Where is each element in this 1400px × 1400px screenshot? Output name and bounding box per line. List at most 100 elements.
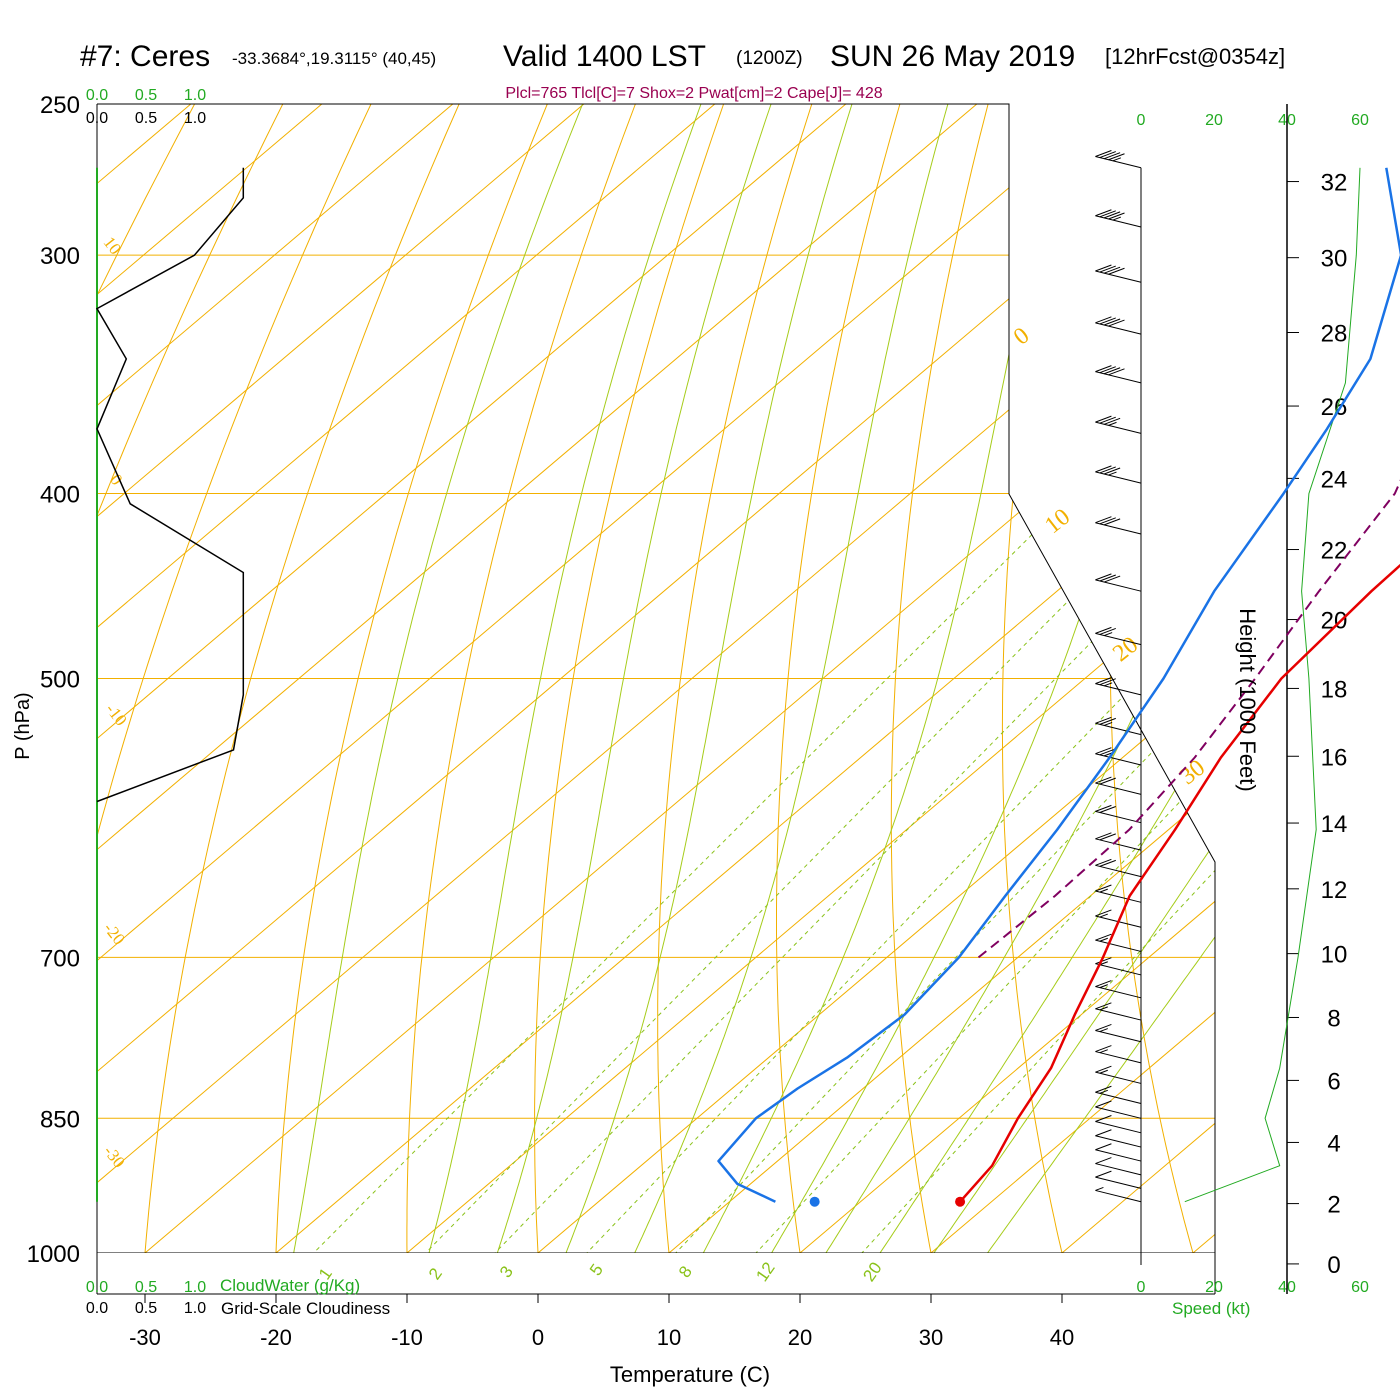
wind-barb-flag xyxy=(1103,467,1121,475)
wind-barb-flag xyxy=(1099,678,1116,686)
dry-adiabat-line xyxy=(534,104,794,1253)
dry-adiabat-line xyxy=(776,104,959,1253)
dry-adiabat-line xyxy=(97,104,380,1253)
wind-barb-half-flag xyxy=(1112,216,1122,221)
dry-adiabat-label: -10 xyxy=(102,700,131,730)
wind-barb-staff xyxy=(1095,1189,1142,1203)
mixing-ratio-line xyxy=(265,493,1074,1253)
dry-adiabat-label: 10 xyxy=(1040,504,1075,539)
cloudwater-tick-top: 1.0 xyxy=(184,87,206,104)
wind-barb-flag xyxy=(1095,747,1112,755)
cloudwater-tick-bottom: 1.0 xyxy=(184,1279,206,1296)
cloudwater-label: CloudWater (g/Kg) xyxy=(220,1276,360,1295)
forecast-label: [12hrFcst@0354z] xyxy=(1105,44,1285,69)
wind-barb-flag xyxy=(1099,574,1116,582)
wind-barb-staff xyxy=(1095,579,1142,592)
isotherm-line xyxy=(97,104,1037,1253)
wind-barb-staff xyxy=(1095,1091,1142,1105)
height-tick-label: 2 xyxy=(1327,1192,1340,1219)
isotherm-line xyxy=(837,104,1215,1253)
wind-speed-tick-top: 20 xyxy=(1205,112,1223,129)
wind-barb-staff xyxy=(1095,722,1142,736)
cloudiness-tick-bottom: 0.5 xyxy=(135,1300,157,1317)
wind-barb-flag xyxy=(1099,265,1116,273)
moist-adiabat-line xyxy=(611,104,969,1253)
x-tick-label: -30 xyxy=(129,1325,161,1350)
wind-barb-flag xyxy=(1095,626,1112,634)
series-parcel-line xyxy=(977,479,1400,959)
height-tick-label: 6 xyxy=(1327,1068,1340,1095)
surface-temperature-marker xyxy=(955,1196,966,1207)
wind-barb-staff xyxy=(1095,421,1142,434)
height-tick-label: 8 xyxy=(1327,1005,1340,1032)
cloudwater-tick-bottom: 0.0 xyxy=(86,1279,108,1296)
mixing-ratio-line xyxy=(710,493,1215,1253)
y-tick-label: 400 xyxy=(40,482,80,509)
wind-barb-half-flag xyxy=(1103,632,1113,637)
wind-barb-flag xyxy=(1095,209,1112,217)
wind-barb-flag xyxy=(1095,415,1112,423)
wind-barb-flag xyxy=(1095,150,1112,157)
wind-barb-flag xyxy=(1095,832,1112,840)
wind-barb-flag xyxy=(1099,416,1116,424)
wind-barb-staff xyxy=(1095,1106,1142,1119)
wind-barb-flag xyxy=(1108,368,1125,376)
mixing-ratio-line xyxy=(540,493,1215,1253)
isotherm-line xyxy=(575,104,1215,1253)
x-tick-label: 10 xyxy=(657,1325,681,1350)
x-tick-label: -20 xyxy=(260,1325,292,1350)
mixing-ratio-line xyxy=(629,493,1215,1253)
cloudwater-tick-bottom: 0.5 xyxy=(135,1279,157,1296)
wind-barb-flag xyxy=(1099,859,1116,867)
wind-barb-half-flag xyxy=(1108,471,1117,476)
wind-barb-staff xyxy=(1095,156,1142,169)
dry-adiabat-line xyxy=(274,104,629,1253)
wind-barb-half-flag xyxy=(1099,961,1108,966)
dry-adiabat-label: -30 xyxy=(100,1142,129,1172)
cloudwater-tick-top: 0.0 xyxy=(86,87,108,104)
dry-adiabat-line xyxy=(406,104,711,1253)
cloudiness-tick-top: 0.5 xyxy=(135,110,157,127)
wind-barb-staff xyxy=(1095,522,1142,535)
isotherm-line xyxy=(97,104,1215,1253)
moist-adiabat-line xyxy=(952,104,1215,1253)
wind-barb-half-flag xyxy=(1099,913,1108,918)
wind-barb-flag xyxy=(1095,716,1112,724)
utc-time: (1200Z) xyxy=(736,48,803,69)
wind-barb-staff xyxy=(1095,1029,1142,1043)
wind-barb-flag xyxy=(1095,1115,1112,1122)
height-tick-label: 10 xyxy=(1321,942,1348,969)
wind-barb-staff xyxy=(1095,1051,1142,1064)
moist-adiabat-line xyxy=(742,104,1215,1253)
height-tick-label: 14 xyxy=(1321,811,1348,838)
height-tick-label: 12 xyxy=(1321,877,1348,904)
wind-barb-flag xyxy=(1095,1129,1112,1137)
wind-barb-flag xyxy=(1095,858,1112,866)
bottom-strip xyxy=(97,1253,1215,1294)
isotherm-line xyxy=(706,104,1215,1253)
wind-barb-staff xyxy=(1095,890,1142,903)
cloudiness-tick-bottom: 1.0 xyxy=(184,1300,206,1317)
wind-barb-flag xyxy=(1095,933,1112,941)
wind-barb-flag xyxy=(1095,980,1112,988)
wind-barb-flag xyxy=(1095,1157,1112,1165)
wind-barb-flag xyxy=(1099,627,1116,635)
surface-dewpoint-marker xyxy=(809,1196,820,1207)
wind-barb-staff xyxy=(1095,782,1142,795)
wind-barb-flag xyxy=(1095,957,1112,965)
wind-barb-staff xyxy=(1095,1176,1142,1189)
isotherm-line xyxy=(97,104,1168,1253)
y-axis-label: P (hPa) xyxy=(12,692,34,759)
wind-barb-flag xyxy=(1099,517,1116,525)
wind-barb-half-flag xyxy=(1103,752,1113,757)
wind-barb-flag xyxy=(1099,210,1116,218)
station-coords: -33.3684°,19.3115° (40,45) xyxy=(232,49,436,68)
isotherm-line xyxy=(182,104,1215,1253)
mixing-ratio-line xyxy=(817,493,1215,1253)
date-title: SUN 26 May 2019 xyxy=(830,40,1075,73)
wind-barb-flag xyxy=(1095,465,1112,473)
wind-barb-flag xyxy=(1095,365,1112,373)
wind-barb-flag xyxy=(1095,776,1112,784)
